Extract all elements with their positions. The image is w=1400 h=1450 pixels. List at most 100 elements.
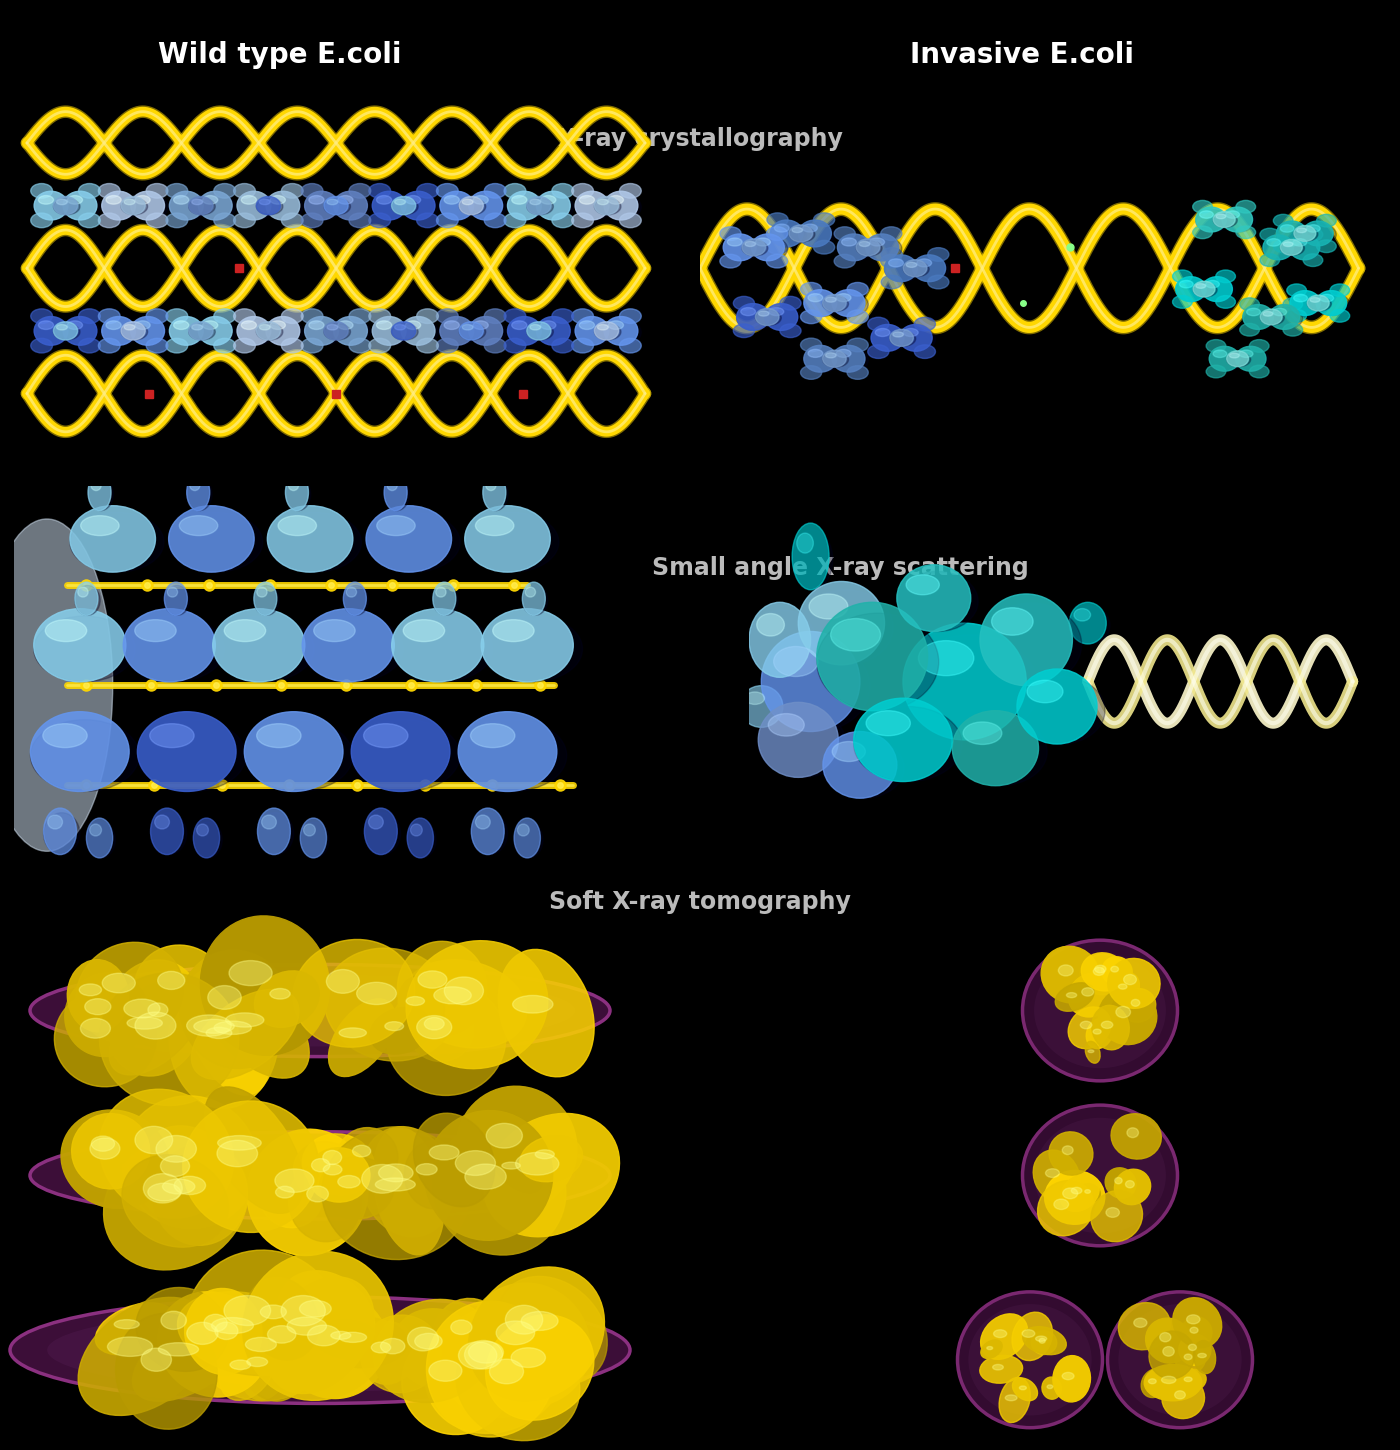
Ellipse shape (244, 712, 343, 792)
Text: Invasive E.coli: Invasive E.coli (910, 41, 1134, 68)
Ellipse shape (120, 323, 147, 341)
Ellipse shape (31, 309, 52, 323)
Ellipse shape (826, 352, 836, 358)
Ellipse shape (1022, 1330, 1035, 1337)
Ellipse shape (552, 213, 574, 228)
Ellipse shape (476, 516, 514, 535)
Ellipse shape (440, 319, 477, 345)
Ellipse shape (1268, 307, 1302, 329)
Ellipse shape (125, 325, 134, 331)
Ellipse shape (134, 1012, 176, 1040)
Ellipse shape (402, 1328, 511, 1434)
Text: Soft X-ray tomography: Soft X-ray tomography (549, 890, 851, 914)
Ellipse shape (598, 199, 608, 204)
Ellipse shape (1106, 1208, 1120, 1218)
Ellipse shape (1184, 1354, 1191, 1360)
Ellipse shape (1063, 1188, 1078, 1199)
Ellipse shape (123, 609, 216, 682)
Ellipse shape (63, 194, 101, 220)
Ellipse shape (374, 1299, 493, 1402)
Ellipse shape (1310, 297, 1320, 302)
Ellipse shape (897, 566, 970, 632)
Ellipse shape (1263, 238, 1296, 260)
Ellipse shape (790, 225, 812, 242)
Ellipse shape (1085, 1189, 1091, 1193)
Ellipse shape (1134, 1318, 1147, 1327)
Ellipse shape (99, 1089, 234, 1218)
Ellipse shape (1243, 304, 1274, 329)
Ellipse shape (258, 808, 290, 854)
Ellipse shape (368, 338, 391, 352)
Ellipse shape (377, 516, 416, 535)
Ellipse shape (897, 571, 979, 632)
Ellipse shape (1093, 1030, 1100, 1034)
Ellipse shape (1074, 609, 1091, 621)
Ellipse shape (1294, 239, 1306, 246)
Ellipse shape (392, 609, 484, 682)
Ellipse shape (1316, 290, 1347, 316)
Ellipse shape (1162, 1378, 1204, 1418)
Ellipse shape (224, 619, 266, 641)
Ellipse shape (832, 290, 865, 316)
Ellipse shape (199, 319, 235, 345)
Ellipse shape (1095, 966, 1106, 973)
Ellipse shape (1229, 354, 1239, 358)
Ellipse shape (1226, 210, 1239, 219)
Ellipse shape (206, 1028, 232, 1038)
Ellipse shape (1127, 1128, 1138, 1138)
Ellipse shape (123, 616, 224, 682)
Ellipse shape (885, 255, 917, 281)
Ellipse shape (1068, 973, 1114, 1016)
Ellipse shape (1028, 680, 1063, 703)
Ellipse shape (1012, 1312, 1053, 1360)
Ellipse shape (192, 325, 203, 331)
Ellipse shape (281, 309, 304, 323)
Ellipse shape (70, 512, 164, 573)
Ellipse shape (770, 223, 806, 246)
Ellipse shape (1281, 241, 1305, 255)
Ellipse shape (767, 241, 788, 254)
Ellipse shape (1016, 677, 1105, 744)
Ellipse shape (512, 996, 553, 1014)
Ellipse shape (595, 197, 619, 215)
Ellipse shape (224, 1295, 270, 1325)
Ellipse shape (1054, 1199, 1068, 1209)
Ellipse shape (1302, 223, 1336, 246)
Ellipse shape (300, 818, 326, 858)
Ellipse shape (372, 191, 406, 220)
Ellipse shape (472, 812, 508, 854)
Ellipse shape (847, 338, 868, 352)
Ellipse shape (234, 309, 255, 323)
Ellipse shape (928, 276, 949, 289)
Ellipse shape (78, 309, 101, 323)
Ellipse shape (337, 1128, 398, 1186)
Ellipse shape (186, 1322, 218, 1344)
Ellipse shape (1176, 280, 1210, 302)
Ellipse shape (360, 1127, 454, 1237)
Ellipse shape (133, 1311, 251, 1401)
Ellipse shape (1079, 954, 1124, 995)
Ellipse shape (31, 719, 139, 792)
Ellipse shape (918, 641, 974, 676)
Ellipse shape (797, 534, 813, 552)
Ellipse shape (867, 710, 910, 735)
Ellipse shape (416, 1163, 437, 1174)
Ellipse shape (98, 184, 120, 199)
Ellipse shape (521, 1311, 559, 1331)
Ellipse shape (1284, 242, 1294, 246)
Ellipse shape (804, 345, 837, 373)
Ellipse shape (417, 309, 438, 323)
Ellipse shape (174, 1176, 206, 1195)
Ellipse shape (571, 309, 594, 323)
Ellipse shape (823, 351, 846, 367)
Ellipse shape (427, 1301, 554, 1437)
Ellipse shape (798, 581, 885, 664)
Ellipse shape (857, 241, 882, 255)
Ellipse shape (465, 1340, 503, 1369)
Ellipse shape (241, 196, 256, 204)
Ellipse shape (406, 941, 547, 1069)
Ellipse shape (314, 1320, 381, 1360)
Ellipse shape (1240, 297, 1260, 310)
Ellipse shape (780, 323, 801, 338)
Ellipse shape (1173, 296, 1193, 309)
